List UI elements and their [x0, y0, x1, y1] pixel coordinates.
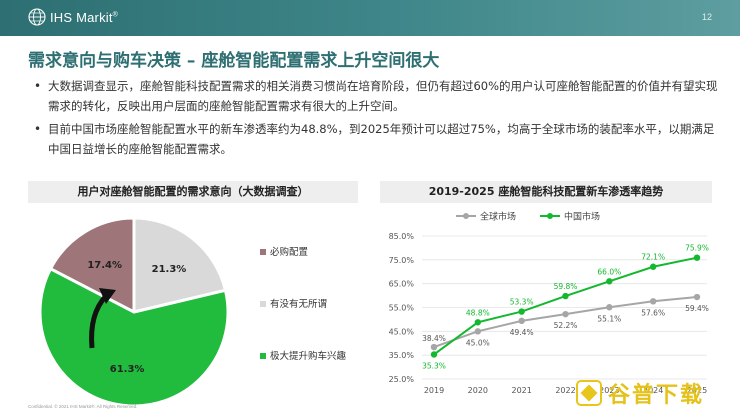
data-point [430, 343, 438, 351]
data-label: 45.0% [466, 338, 490, 347]
x-tick-label: 2020 [468, 386, 488, 395]
x-tick-label: 2022 [555, 386, 575, 395]
data-point [562, 292, 569, 300]
legend-swatch [260, 301, 266, 307]
x-tick-label: 2019 [424, 386, 444, 395]
data-point [693, 254, 701, 261]
data-label: 38.4% [422, 334, 446, 343]
x-tick-label: 2021 [511, 386, 531, 395]
watermark-logo-icon [576, 380, 602, 406]
data-label: 72.1% [641, 253, 665, 262]
bullet-item: 目前中国市场座舱智能配置水平的新车渗透率约为48.8%，到2025年预计可以超过… [32, 119, 722, 159]
page-number: 12 [701, 12, 712, 22]
data-label: 53.3% [510, 298, 534, 307]
pie-slice [38, 266, 230, 408]
logo-text: IHS Markit® [50, 9, 119, 25]
legend-marker [547, 213, 553, 219]
ihs-markit-logo: IHS Markit® [28, 8, 118, 26]
y-tick-label: 65.0% [389, 280, 415, 289]
legend-marker [463, 213, 469, 219]
pie-chart-title: 用户对座舱智能配置的需求意向（大数据调查） [28, 181, 358, 203]
data-label: 66.0% [597, 267, 621, 276]
data-label: 75.9% [685, 244, 709, 253]
legend-label: 必购配置 [270, 246, 308, 258]
y-tick-label: 55.0% [389, 304, 415, 313]
header-bar: IHS Markit® 12 [0, 0, 740, 36]
data-point [562, 310, 569, 318]
legend-label: 全球市场 [480, 211, 516, 223]
data-point [649, 298, 657, 305]
legend-swatch [260, 353, 266, 359]
y-tick-label: 75.0% [389, 256, 415, 265]
line-chart-title: 2019-2025 座舱智能科技配置新车渗透率趋势 [380, 181, 712, 203]
legend-label: 有没有无所谓 [270, 298, 327, 310]
x-tick-label: 2023 [599, 386, 619, 395]
data-point [606, 278, 613, 285]
data-point [649, 263, 657, 270]
site-watermark: 谷普下载 [576, 377, 704, 409]
pie-slice [132, 216, 228, 314]
legend-swatch [260, 249, 266, 255]
line-chart: 25.0% 35.0% 45.0% 55.0% 65.0% 75.0% 85.0% 2019 2… [389, 211, 709, 396]
pie-slice-label: 17.4% [87, 260, 122, 271]
data-label: 59.4% [685, 304, 709, 313]
data-label: 59.8% [554, 282, 578, 291]
data-label: 55.1% [597, 314, 621, 323]
bullet-item: 大数据调查显示，座舱智能科技配置需求的相关消费习惯尚在培育阶段，但仍有超过60%… [32, 76, 722, 116]
y-tick-label: 45.0% [389, 327, 415, 336]
pie-slice [48, 216, 136, 315]
bullet-list: 大数据调查显示，座舱智能科技配置需求的相关消费习惯尚在培育阶段，但仍有超过60%… [32, 76, 722, 162]
confidential-note: Confidential. © 2021 IHS Markit®. All Ri… [28, 404, 138, 409]
data-label: 49.4% [510, 328, 534, 337]
y-tick-label: 35.0% [389, 351, 415, 360]
data-point [474, 328, 482, 335]
y-tick-label: 85.0% [389, 232, 415, 241]
legend-label: 极大提升购车兴趣 [270, 350, 347, 362]
x-tick-label: 2024 [643, 386, 663, 395]
data-label: 48.8% [466, 308, 490, 317]
pie-slice-label: 21.3% [152, 264, 187, 275]
data-label: 57.6% [641, 308, 665, 317]
pie-slice-label: 61.3% [110, 364, 145, 375]
legend-label: 中国市场 [564, 211, 600, 223]
x-tick-label: 2025 [687, 386, 707, 395]
data-point [518, 317, 525, 325]
slide-title: 需求意向与购车决策 – 座舱智能配置需求上升空间很大 [28, 51, 440, 71]
watermark-text: 谷普下载 [608, 383, 705, 408]
arrow-head-icon [99, 288, 116, 304]
globe-logo-icon [28, 8, 46, 26]
y-tick-label: 25.0% [389, 375, 415, 384]
data-point [474, 319, 482, 326]
curved-arrow-icon [89, 294, 108, 349]
data-point [693, 293, 701, 301]
data-point [518, 308, 525, 315]
data-label: 52.2% [554, 321, 578, 330]
data-point [606, 304, 613, 311]
data-point [430, 351, 438, 358]
data-label: 35.3% [422, 361, 446, 370]
